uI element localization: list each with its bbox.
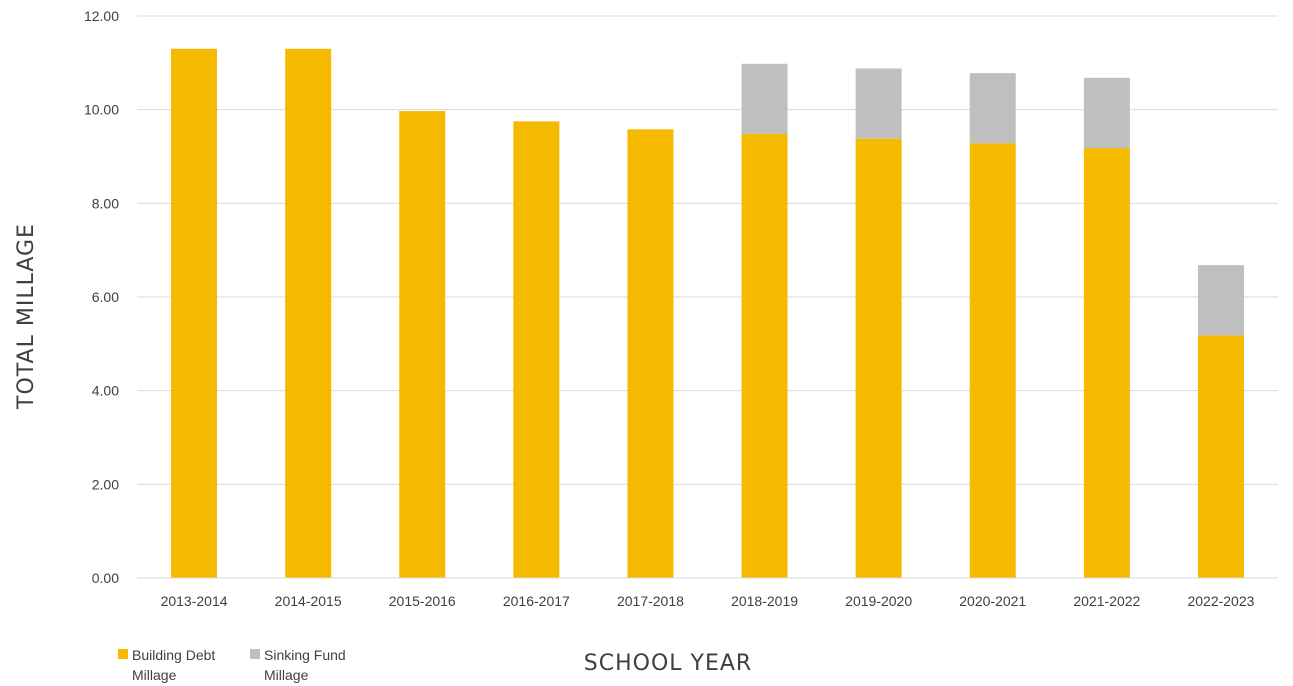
bar-sinking-fund: [1197, 265, 1244, 336]
bar-building-debt: [1197, 335, 1244, 578]
x-tick-label: 2017-2018: [617, 593, 684, 609]
x-tick-label: 2016-2017: [503, 593, 570, 609]
x-tick-label: 2013-2014: [161, 593, 228, 609]
x-tick-label: 2019-2020: [845, 593, 912, 609]
bar-building-debt: [1083, 148, 1130, 578]
bar-building-debt: [399, 111, 446, 579]
x-tick-label: 2014-2015: [275, 593, 342, 609]
x-tick-label: 2020-2021: [959, 593, 1026, 609]
legend-item-sinking-fund: Sinking Fund Millage: [250, 645, 360, 685]
bar-sinking-fund: [969, 73, 1016, 144]
y-tick-label: 0.00: [92, 570, 119, 586]
x-tick-label: 2022-2023: [1187, 593, 1254, 609]
x-tick-label: 2018-2019: [731, 593, 798, 609]
legend-swatch-sinking-fund: [250, 649, 260, 659]
bar-building-debt: [741, 134, 788, 578]
x-tick-label: 2015-2016: [389, 593, 456, 609]
y-tick-label: 2.00: [92, 476, 119, 492]
bar-building-debt: [627, 129, 674, 578]
y-tick-label: 10.00: [84, 102, 119, 118]
y-tick-label: 4.00: [92, 383, 119, 399]
y-tick-labels: 0.00 2.00 4.00 6.00 8.00 10.00 12.00: [84, 8, 119, 586]
legend-label-sinking-fund: Sinking Fund Millage: [264, 647, 346, 683]
bar-building-debt: [513, 121, 560, 578]
legend-item-building-debt: Building Debt Millage: [118, 645, 228, 685]
bar-building-debt: [855, 138, 902, 578]
y-tick-label: 12.00: [84, 8, 119, 24]
x-tick-labels: 2013-2014 2014-2015 2015-2016 2016-2017 2017…: [161, 593, 1255, 609]
bar-sinking-fund: [741, 63, 788, 135]
y-axis-title: TOTAL MILLAGE: [14, 223, 39, 410]
x-tick-label: 2021-2022: [1073, 593, 1140, 609]
bars: [137, 48, 1278, 579]
y-tick-label: 6.00: [92, 289, 119, 305]
bar-building-debt: [285, 48, 332, 579]
bar-sinking-fund: [855, 68, 902, 139]
bar-building-debt: [969, 143, 1016, 579]
legend: Building Debt Millage Sinking Fund Milla…: [118, 645, 360, 685]
bar-building-debt: [171, 48, 218, 579]
x-axis-title: SCHOOL YEAR: [584, 651, 752, 676]
y-tick-label: 8.00: [92, 195, 119, 211]
bar-sinking-fund: [1083, 77, 1130, 149]
legend-label-building-debt: Building Debt Millage: [132, 647, 216, 683]
legend-swatch-building-debt: [118, 649, 128, 659]
